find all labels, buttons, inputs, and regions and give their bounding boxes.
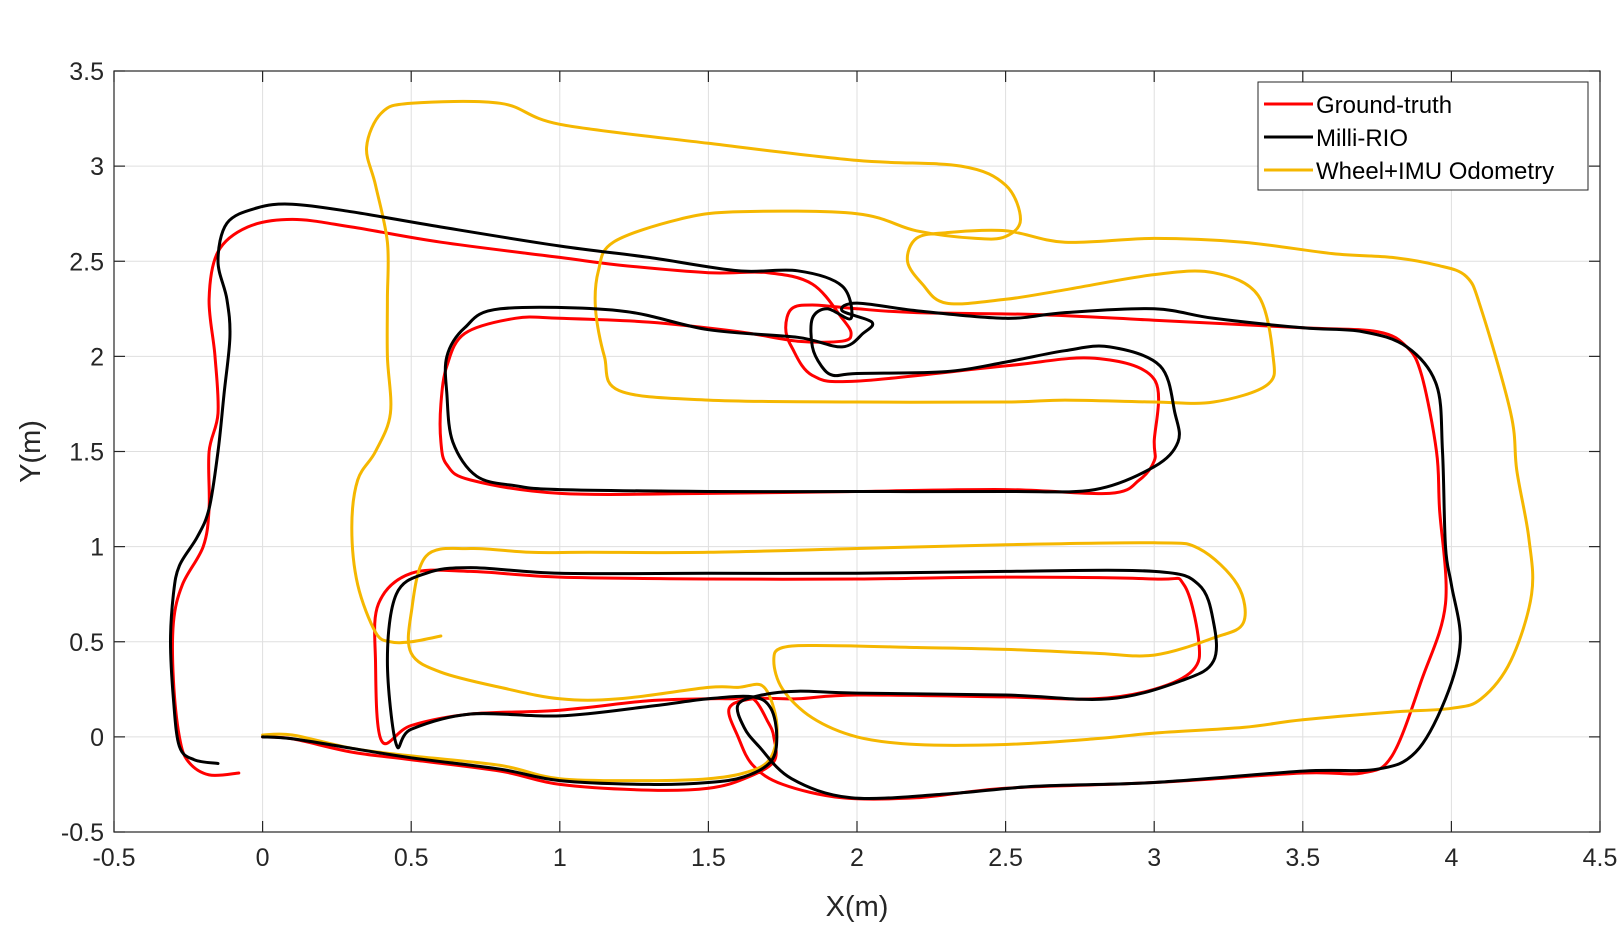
- y-tick-label: -0.5: [61, 819, 104, 847]
- y-tick-label: 2: [90, 343, 104, 371]
- y-tick-label: 3.5: [69, 58, 104, 86]
- legend-label: Wheel+IMU Odometry: [1316, 158, 1554, 185]
- x-tick-label: 4: [1444, 844, 1458, 872]
- y-tick-label: 1: [90, 534, 104, 562]
- x-axis-label: X(m): [826, 891, 889, 923]
- axis-ticks: -0.5 0 0.5 1 1.5 2 2.5 3 3.5 4 4.5 -0.5 0 0.5 1 1.5 2 2.5…: [61, 58, 1617, 872]
- y-tick-label: 2.5: [69, 248, 104, 276]
- x-tick-label: 3.5: [1285, 844, 1320, 872]
- y-axis-label: Y(m): [15, 420, 47, 483]
- x-tick-label: 4.5: [1583, 844, 1618, 872]
- series-line-ground-truth: [171, 217, 1448, 801]
- x-tick-label: 2.5: [988, 844, 1023, 872]
- y-tick-label: 1.5: [69, 439, 104, 467]
- series-line-milli-rio: [169, 202, 1462, 801]
- x-tick-label: 3: [1147, 844, 1161, 872]
- y-tick-label: 3: [90, 153, 104, 181]
- legend-label: Ground-truth: [1316, 92, 1452, 119]
- y-tick-label: 0.5: [69, 629, 104, 657]
- x-tick-label: 0.5: [394, 844, 429, 872]
- series-line-wheel-imu-odometry: [261, 99, 1535, 783]
- x-tick-label: 0: [256, 844, 270, 872]
- x-tick-label: 1.5: [691, 844, 726, 872]
- legend: Ground-truth Milli-RIO Wheel+IMU Odometry: [1257, 81, 1589, 191]
- x-tick-label: 2: [850, 844, 864, 872]
- y-tick-label: 0: [90, 724, 104, 752]
- x-tick-label: 1: [553, 844, 567, 872]
- series-layer: [169, 99, 1535, 801]
- legend-label: Milli-RIO: [1316, 125, 1408, 152]
- x-tick-label: -0.5: [92, 844, 135, 872]
